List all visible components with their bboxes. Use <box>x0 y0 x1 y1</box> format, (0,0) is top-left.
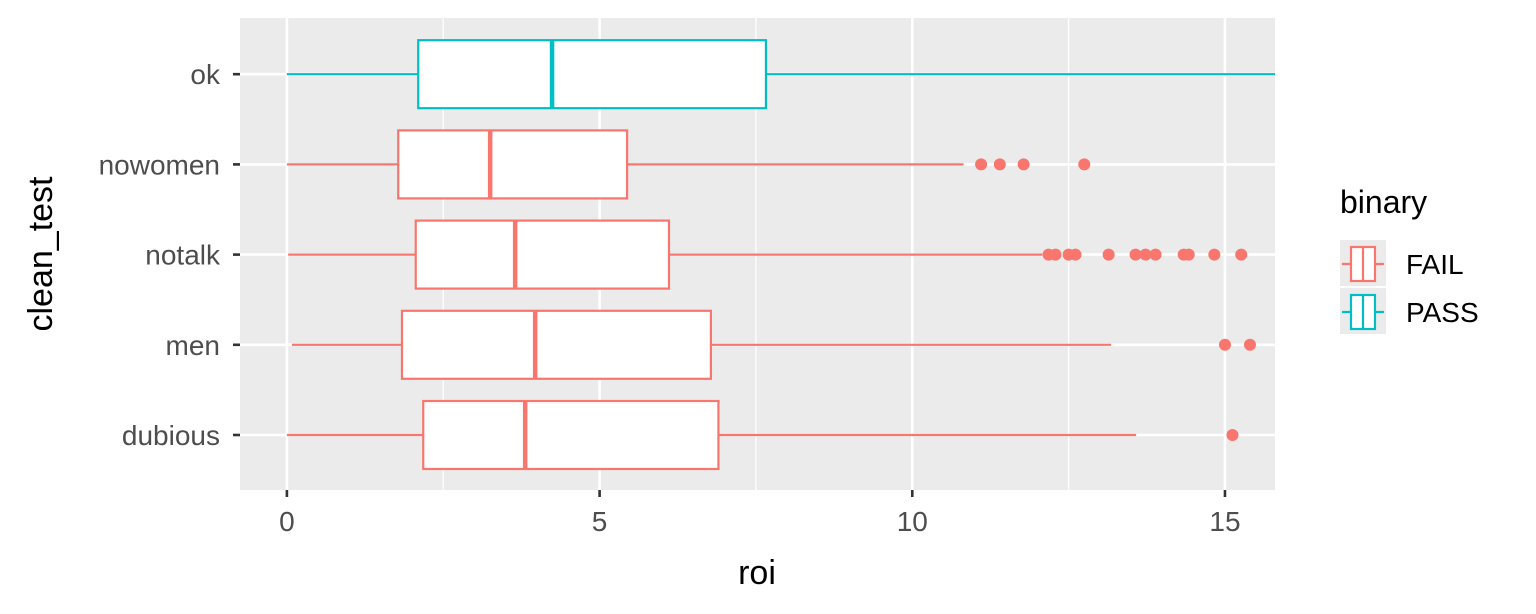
y-axis-title: clean_test <box>22 176 60 332</box>
box-iqr <box>417 39 768 110</box>
legend-title: binary <box>1340 184 1427 220</box>
outlier-point <box>1218 338 1231 351</box>
outlier-point <box>1149 248 1162 261</box>
x-tick-label: 10 <box>897 506 928 537</box>
outlier-point <box>1017 158 1030 171</box>
y-tick-label-ok: ok <box>190 59 221 90</box>
box-dubious <box>286 399 1239 471</box>
box-iqr <box>400 309 713 380</box>
legend: binary FAIL PASS <box>1340 184 1479 334</box>
x-tick-label: 5 <box>592 506 608 537</box>
outlier-point <box>1129 248 1142 261</box>
outlier-point <box>1049 248 1062 261</box>
box-iqr <box>414 219 671 290</box>
y-tick-label-notalk: notalk <box>145 240 221 271</box>
outlier-point <box>1235 248 1248 261</box>
outlier-point <box>1226 429 1239 441</box>
outlier-point <box>1139 248 1152 261</box>
y-tick-label-dubious: dubious <box>122 420 220 451</box>
legend-label-pass: PASS <box>1406 297 1479 328</box>
outlier-point <box>975 158 988 171</box>
outlier-point <box>1078 158 1091 171</box>
y-tick-label-nowomen: nowomen <box>99 149 220 180</box>
x-tick-label: 15 <box>1209 506 1240 537</box>
y-tick-label-men: men <box>166 330 220 361</box>
box-nowomen <box>286 129 1091 200</box>
box-notalk <box>288 219 1248 290</box>
outlier-point <box>1069 248 1082 261</box>
outlier-point <box>993 158 1006 171</box>
x-axis-title: roi <box>738 554 776 592</box>
outlier-point <box>1208 248 1221 261</box>
box-iqr <box>397 129 629 200</box>
box-ok <box>286 39 1275 110</box>
legend-label-fail: FAIL <box>1406 249 1464 280</box>
x-tick-label: 0 <box>279 506 295 537</box>
outlier-point <box>1182 248 1195 261</box>
box-men <box>291 309 1256 380</box>
outlier-point <box>1243 338 1256 351</box>
outlier-point <box>1102 248 1115 261</box>
box-iqr <box>422 399 720 471</box>
